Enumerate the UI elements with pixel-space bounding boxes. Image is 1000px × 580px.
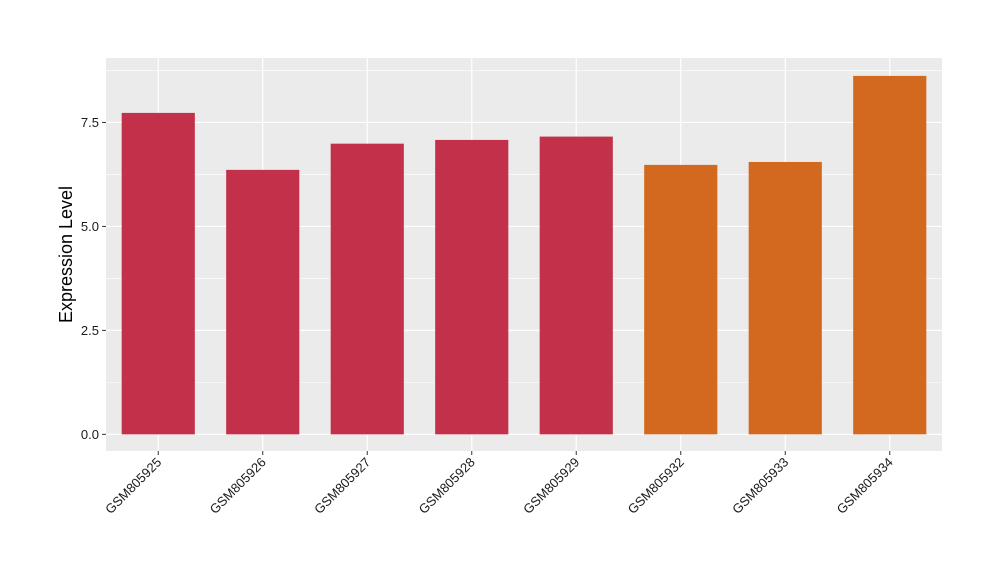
y-axis-title: Expression Level — [56, 186, 76, 323]
x-tick-label: GSM805933 — [729, 455, 791, 517]
x-tick-label: GSM805928 — [416, 455, 478, 517]
y-axis: 0.0 2.5 5.0 7.5 — [81, 115, 106, 442]
x-tick-label: GSM805929 — [520, 455, 582, 517]
bar-GSM805926 — [226, 169, 300, 435]
y-tick-label: 7.5 — [81, 115, 99, 130]
y-tick-label: 5.0 — [81, 219, 99, 234]
bar-GSM805925 — [121, 112, 195, 435]
bar-GSM805934 — [853, 75, 927, 435]
x-tick-label: GSM805927 — [311, 455, 373, 517]
bar-GSM805932 — [644, 164, 718, 435]
x-tick-label: GSM805926 — [207, 455, 269, 517]
x-tick-label: GSM805934 — [834, 455, 896, 517]
bar-GSM805929 — [539, 136, 613, 435]
bars — [121, 75, 927, 435]
x-axis: GSM805925 GSM805926 GSM805927 GSM805928 GSM8… — [102, 451, 896, 517]
bar-GSM805927 — [330, 143, 404, 435]
bar-GSM805933 — [748, 161, 822, 435]
bar-GSM805928 — [435, 139, 509, 435]
x-tick-label: GSM805925 — [102, 455, 164, 517]
y-tick-label: 2.5 — [81, 323, 99, 338]
x-tick-label: GSM805932 — [625, 455, 687, 517]
y-tick-label: 0.0 — [81, 427, 99, 442]
